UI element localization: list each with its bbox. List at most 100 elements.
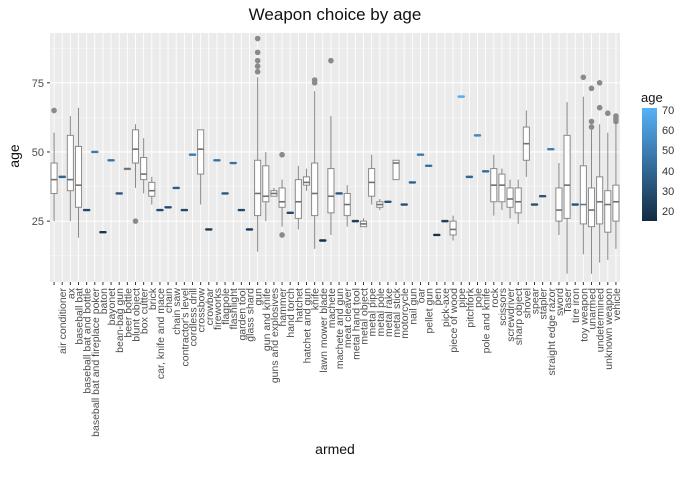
x-tick-label: rock xyxy=(489,287,501,308)
legend-label: 40 xyxy=(662,165,675,178)
x-tick-label: contractor's level xyxy=(179,288,191,366)
x-tick-label: lawn mower blade xyxy=(318,288,330,373)
x-tick-label: flashlight xyxy=(228,288,240,330)
x-tick-label: piece of wood xyxy=(448,288,460,353)
chart-title: Weapon choice by age xyxy=(248,5,422,24)
box xyxy=(514,187,522,214)
box xyxy=(498,173,506,203)
legend-label: 60 xyxy=(662,125,675,138)
box xyxy=(327,168,335,214)
chart-marks xyxy=(50,35,620,274)
y-tick-label: 75 xyxy=(32,78,44,90)
x-tick-label: car, knife and mace xyxy=(155,288,167,379)
x-tick-label: hammer xyxy=(277,288,289,327)
x-tick-label: box cutter xyxy=(139,287,151,334)
x-tick-label: machete xyxy=(326,288,338,328)
outlier-point xyxy=(254,49,261,56)
x-tick-label: guns and explosives xyxy=(269,288,281,383)
x-tick-label: sword xyxy=(554,288,566,316)
x-tick-label: beer bottle xyxy=(122,288,134,338)
x-tick-label: gun xyxy=(253,288,265,306)
x-tick-label: toy weapon xyxy=(578,288,590,342)
x-tick-label: unknown weapon xyxy=(603,288,615,370)
x-tick-label: scissors xyxy=(497,288,509,326)
x-tick-label: hatchet and gun xyxy=(302,288,314,363)
x-tick-label: baton xyxy=(98,288,110,314)
box xyxy=(604,190,612,233)
outlier-point xyxy=(588,124,595,130)
outlier-point xyxy=(580,74,587,81)
x-tick-label: crossbow xyxy=(196,288,208,333)
x-tick-label: pole and knife xyxy=(481,288,493,354)
x-tick-label: straight edge razor xyxy=(546,288,558,376)
x-tick-label: baseball bat and bottle xyxy=(82,288,94,394)
x-tick-label: garden tool xyxy=(236,288,248,341)
legend-label: 70 xyxy=(662,105,675,118)
x-tick-label: bean-bag gun xyxy=(114,288,126,353)
x-tick-label: shovel xyxy=(521,288,533,318)
outlier-point xyxy=(254,57,261,64)
legend-label: 20 xyxy=(662,205,675,218)
outlier-point xyxy=(588,118,595,125)
box xyxy=(294,179,302,219)
outlier-point xyxy=(596,104,603,111)
outlier-point xyxy=(279,151,285,158)
outlier-point xyxy=(311,77,318,83)
box xyxy=(148,181,156,197)
x-tick-label: chain saw xyxy=(171,288,183,335)
box xyxy=(50,162,58,194)
box xyxy=(140,157,148,181)
x-tick-label: unarmed xyxy=(587,288,599,330)
x-tick-label: pen xyxy=(432,288,444,306)
box xyxy=(131,129,140,164)
x-tick-label: metal pole xyxy=(375,288,387,337)
x-tick-label: oar xyxy=(416,288,428,304)
x-tick-label: undetermined xyxy=(595,288,607,352)
y-tick-label: 25 xyxy=(32,216,44,228)
outlier-point xyxy=(254,68,261,75)
x-tick-label: metal pipe xyxy=(367,288,379,337)
x-tick-label: machete and gun xyxy=(334,288,346,369)
box xyxy=(197,129,205,175)
x-tick-label: pick-axe xyxy=(440,288,452,327)
x-tick-label: glass shard xyxy=(245,288,257,342)
outlier-point xyxy=(254,63,261,69)
x-tick-label: pitchfork xyxy=(464,287,476,327)
x-axis-title: armed xyxy=(315,441,355,457)
x-tick-label: vehicle xyxy=(611,288,623,321)
box xyxy=(74,145,83,208)
x-tick-label: meat cleaver xyxy=(342,287,354,348)
outlier-point xyxy=(604,110,611,117)
x-tick-label: metal hand tool xyxy=(350,288,362,360)
y-axis-title: age xyxy=(6,144,22,168)
x-tick-label: tire iron xyxy=(570,288,582,323)
x-tick-label: metal stick xyxy=(391,287,403,337)
outlier-point xyxy=(51,107,57,114)
box xyxy=(563,134,571,219)
x-tick-label: screwdriver xyxy=(505,288,517,342)
legend-title: age xyxy=(641,90,663,105)
box xyxy=(587,187,596,228)
x-tick-label: spear xyxy=(530,287,542,314)
outlier-point xyxy=(254,35,261,42)
box xyxy=(254,159,262,217)
x-tick-label: hand torch xyxy=(285,288,297,338)
x-tick-label: knife xyxy=(310,288,322,310)
x-tick-label: nail gun xyxy=(407,288,419,325)
legend-label: 50 xyxy=(662,145,675,158)
x-tick-label: sharp object xyxy=(513,288,525,345)
y-tick-label: 50 xyxy=(32,147,44,159)
box xyxy=(596,176,604,225)
box xyxy=(555,187,563,222)
outlier-point xyxy=(132,218,139,224)
x-tick-label: baseball bat xyxy=(74,288,86,345)
x-tick-label: crowbar xyxy=(204,288,216,326)
x-tick-label: pipe xyxy=(456,288,468,308)
x-tick-label: brick xyxy=(147,287,159,310)
legend-label: 30 xyxy=(662,185,675,198)
x-tick-label: gun and knife xyxy=(261,288,273,351)
x-tick-label: metal rake xyxy=(383,288,395,337)
box xyxy=(449,220,457,236)
